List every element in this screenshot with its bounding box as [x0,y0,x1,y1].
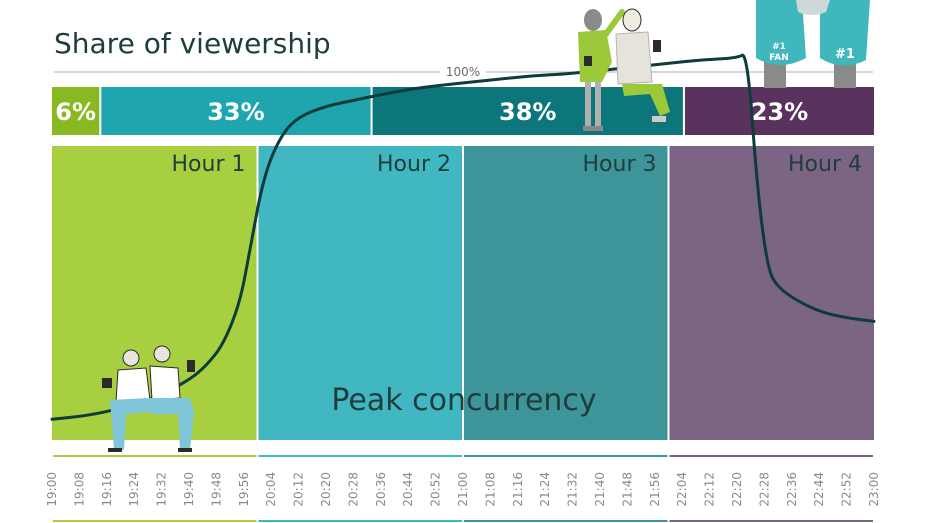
x-tick-label: 19:40 [182,472,196,507]
hour-label-1: Hour 1 [172,152,246,177]
hour-label-2: Hour 2 [377,152,451,177]
x-tick-label: 21:16 [511,472,525,507]
viewers-cheering-illustration [578,8,670,131]
share-bar-label-4: 23% [751,98,808,126]
x-tick-label: 20:36 [374,472,388,507]
foam-finger-illustration: #1 FAN #1 [756,0,870,88]
x-tick-label: 22:28 [757,472,771,507]
x-tick-label: 19:00 [45,472,59,507]
hour-band-2 [257,146,463,440]
x-tick-label: 20:12 [292,472,306,507]
share-bar-2 [101,87,371,135]
share-bar-label-1: 6% [55,98,96,126]
x-tick-label: 21:08 [483,472,497,507]
hour-label-4: Hour 4 [788,152,862,177]
hour-band-4 [668,146,874,440]
x-tick-label: 21:48 [620,472,634,507]
x-tick-label: 19:24 [127,472,141,507]
x-tick-label: 22:04 [675,472,689,507]
x-tick-label: 19:08 [72,472,86,507]
share-bar-1 [52,87,100,135]
share-bar-label-3: 38% [499,98,556,126]
x-tick-label: 20:04 [264,472,278,507]
x-tick-label: 21:56 [648,472,662,507]
series-line-1 [50,53,876,421]
x-tick-label: 19:16 [100,472,114,507]
x-tick-label: 22:12 [703,472,717,507]
x-tick-label: 19:48 [209,472,223,507]
x-tick-label: 21:40 [593,472,607,507]
foam-finger-left-lettering-2: FAN [769,53,789,63]
hour-band-3 [463,146,669,440]
reference-line-label: 100% [446,65,480,79]
x-tick-label: 19:32 [155,472,169,507]
x-tick-label: 20:28 [346,472,360,507]
x-tick-label: 20:52 [429,472,443,507]
chart-title: Share of viewership [54,27,331,60]
hour-label-3: Hour 3 [583,152,657,177]
share-bar-4 [684,87,874,135]
x-tick-label: 20:44 [401,472,415,507]
x-tick-label: 21:24 [538,472,552,507]
x-tick-label: 21:32 [566,472,580,507]
x-tick-label: 19:56 [237,472,251,507]
x-tick-label: 22:20 [730,472,744,507]
x-tick-label: 23:00 [867,472,881,507]
x-tick-label: 22:36 [785,472,799,507]
x-tick-label: 21:00 [456,472,470,507]
series-line-group [50,53,876,421]
x-tick-label: 20:20 [319,472,333,507]
peak-concurrency-label: Peak concurrency [331,383,596,418]
share-bar-label-2: 33% [207,98,264,126]
x-tick-label: 22:44 [812,472,826,507]
viewers-couch-illustration [102,345,195,452]
foam-finger-right-lettering: #1 [835,47,855,62]
foam-finger-left-lettering: #1 [772,42,786,52]
x-tick-label: 22:52 [840,472,854,507]
x-axis: 19:00 19:08 19:16 19:24 19:32 19:40 19:48 19:56… [45,455,881,522]
hour-bands: Hour 1 Hour 2 Hour 3 Hour 4 [52,146,874,440]
